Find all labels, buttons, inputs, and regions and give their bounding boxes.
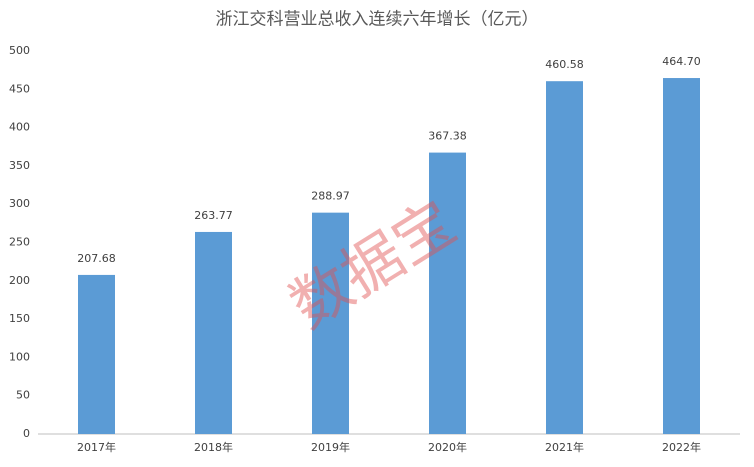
y-tick-label: 50 — [16, 389, 30, 402]
y-tick-label: 400 — [9, 121, 30, 134]
bar — [312, 212, 349, 434]
y-tick-label: 350 — [9, 159, 30, 172]
x-tick-label: 2017年 — [77, 440, 116, 454]
y-tick-label: 300 — [9, 197, 30, 210]
x-tick-label: 2020年 — [428, 440, 467, 454]
x-tick-label: 2018年 — [194, 440, 233, 454]
data-label: 288.97 — [311, 190, 350, 203]
y-tick-label: 450 — [9, 82, 30, 95]
data-label: 207.68 — [77, 252, 116, 265]
x-tick-label: 2019年 — [311, 440, 350, 454]
bar — [546, 81, 583, 435]
bar — [195, 231, 232, 434]
y-tick-label: 200 — [9, 274, 30, 287]
y-tick-label: 500 — [9, 44, 30, 57]
data-label: 464.70 — [662, 55, 701, 68]
bar — [429, 152, 466, 434]
data-label: 460.58 — [545, 58, 584, 71]
y-tick-label: 100 — [9, 350, 30, 363]
y-tick-label: 0 — [23, 427, 30, 440]
x-tick-label: 2021年 — [545, 440, 584, 454]
x-tick-label: 2022年 — [662, 440, 701, 454]
data-label: 367.38 — [428, 130, 467, 143]
y-tick-label: 250 — [9, 236, 30, 249]
data-label: 263.77 — [194, 209, 233, 222]
y-tick-label: 150 — [9, 312, 30, 325]
chart-title: 浙江交科营业总收入连续六年增长（亿元） — [216, 10, 539, 30]
bar — [78, 274, 115, 434]
bar — [663, 78, 700, 435]
